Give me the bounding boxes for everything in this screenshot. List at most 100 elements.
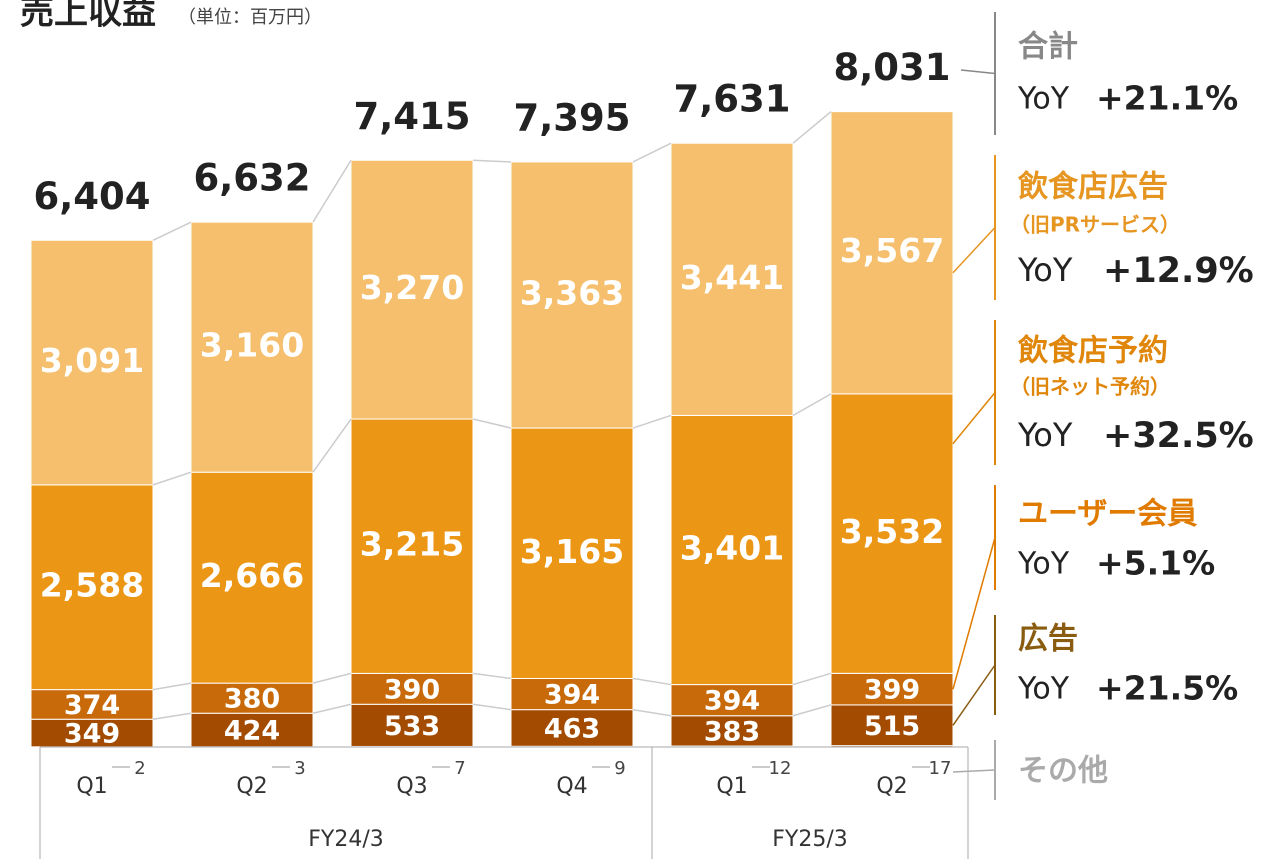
bar-segment <box>510 427 634 679</box>
value-label: 374 <box>64 690 120 721</box>
total-label: 7,395 <box>513 96 630 139</box>
value-label: 3,363 <box>520 273 624 312</box>
value-label: 390 <box>384 674 440 705</box>
leader-line <box>952 664 996 726</box>
x-tick-label: Q1 <box>716 774 747 799</box>
connector <box>472 159 512 163</box>
bar-segment <box>350 418 474 674</box>
value-label: 12 <box>769 758 792 779</box>
total-label: 7,631 <box>673 78 790 121</box>
total-label: 7,415 <box>353 95 470 138</box>
bar-segment <box>30 689 154 720</box>
value-label: 394 <box>704 686 760 717</box>
value-label: 394 <box>544 680 600 711</box>
connector <box>792 393 832 417</box>
connector <box>792 672 832 686</box>
value-label: 3,270 <box>360 268 464 307</box>
legend-note: （旧PRサービス） <box>1010 213 1180 237</box>
connector <box>632 414 672 429</box>
total-label: 8,031 <box>833 46 950 89</box>
value-label: 3,215 <box>360 525 464 564</box>
x-tick-label: Q1 <box>76 774 107 799</box>
yoy-label: YoY <box>1017 547 1070 582</box>
value-label: 3 <box>294 758 305 779</box>
value-label: 424 <box>224 715 280 746</box>
value-label: 515 <box>864 711 920 742</box>
chart-title: 売上収益 <box>20 0 156 33</box>
yoy-value: +21.1% <box>1096 79 1238 118</box>
connector <box>632 708 672 717</box>
value-label: 3,441 <box>680 258 784 297</box>
leader-line <box>952 392 996 445</box>
connector <box>312 418 352 473</box>
bar-segment <box>350 703 474 747</box>
legend-name: 広告 <box>1018 622 1078 657</box>
bar-segment <box>510 677 634 711</box>
connector <box>312 703 352 714</box>
connector <box>472 672 512 680</box>
value-label: 383 <box>704 716 760 747</box>
bar-segment <box>30 484 154 691</box>
x-tick-label: Q4 <box>556 774 587 799</box>
connector <box>472 703 512 711</box>
leader-line <box>960 69 996 75</box>
yoy-label: YoY <box>1017 82 1070 117</box>
total-label: 6,632 <box>193 157 310 200</box>
connector <box>152 221 192 241</box>
legend-name: 飲食店予約 <box>1018 334 1168 369</box>
value-label: 2,588 <box>40 566 144 605</box>
value-label: 3,091 <box>40 341 144 380</box>
leader-line <box>952 226 996 274</box>
bar-segment <box>670 715 794 747</box>
yoy-value: +32.5% <box>1103 416 1254 456</box>
bar-segment <box>830 393 954 674</box>
bar-segment <box>510 161 634 429</box>
legend-name: 飲食店広告 <box>1018 170 1168 205</box>
yoy-value: +12.9% <box>1103 251 1254 291</box>
value-label: 380 <box>224 684 280 715</box>
total-label: 6,404 <box>33 175 150 218</box>
connector <box>632 142 672 163</box>
connector <box>792 111 832 144</box>
yoy-value: +5.1% <box>1096 544 1215 583</box>
value-label: 3,401 <box>680 529 784 568</box>
yoy-label: YoY <box>1017 251 1073 289</box>
value-label: 9 <box>614 758 625 779</box>
value-label: 399 <box>864 675 920 706</box>
connector <box>152 682 192 691</box>
bar-segment <box>190 471 314 684</box>
bar-segment <box>350 672 474 705</box>
value-label: 2 <box>134 758 145 779</box>
connector <box>632 677 672 686</box>
value-label: 463 <box>544 713 600 744</box>
connector <box>472 418 512 429</box>
group-label: FY24/3 <box>308 827 384 852</box>
value-label: 349 <box>64 719 120 750</box>
bar-segment <box>190 682 314 714</box>
value-label: 3,160 <box>200 326 304 365</box>
bar-segment <box>190 221 314 473</box>
connector <box>312 672 352 684</box>
value-label: 3,567 <box>840 231 944 270</box>
bar-segment <box>350 159 474 420</box>
bar-segment <box>670 142 794 416</box>
connector <box>312 159 352 223</box>
legend-name: 合計 <box>1018 30 1078 65</box>
bar-segment <box>30 239 154 486</box>
connector <box>152 712 192 720</box>
bar-segment <box>830 111 954 395</box>
value-label: 3,532 <box>840 512 944 551</box>
value-label: 533 <box>384 711 440 742</box>
yoy-value: +21.5% <box>1096 669 1238 708</box>
value-label: 7 <box>454 758 465 779</box>
bar-segment <box>670 414 794 686</box>
connector <box>792 704 832 717</box>
leader-line <box>952 769 996 773</box>
legend-name: ユーザー会員 <box>1018 497 1197 532</box>
connector <box>152 471 192 486</box>
chart-subtitle: （単位：百万円） <box>178 7 322 28</box>
bar-segment <box>30 718 154 748</box>
value-label: 2,666 <box>200 556 304 595</box>
legend-name: その他 <box>1018 754 1108 789</box>
